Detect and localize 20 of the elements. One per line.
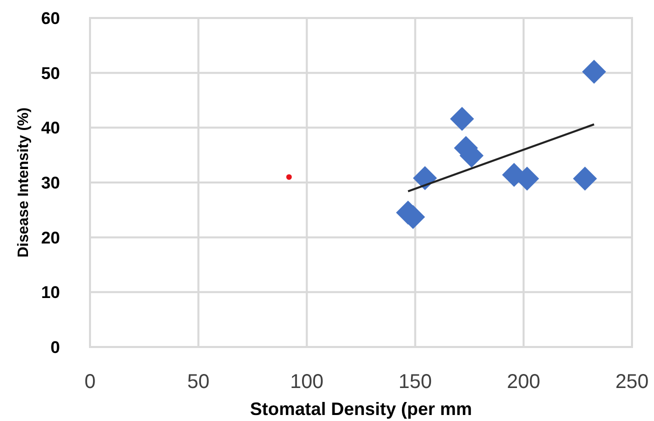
y-axis-title: Disease Intensity (%) [15,107,32,258]
y-tick-label: 0 [50,338,60,357]
x-tick-label: 150 [398,371,432,393]
point [412,166,437,190]
y-tick-label: 30 [41,174,60,192]
point [286,174,292,180]
y-tick-label: 40 [41,118,60,138]
x-axis-title: Stomatal Density (per mm [250,399,472,419]
y-tick-label: 50 [41,64,60,83]
x-tick-label: 0 [84,371,96,393]
x-tick-label: 100 [290,371,324,393]
point [572,166,597,191]
x-tick-label: 50 [187,371,210,393]
point [582,60,606,84]
y-tick-label: 20 [41,228,60,248]
y-tick-label: 10 [41,283,60,302]
point [450,106,474,131]
x-tick-label: 200 [506,371,540,393]
x-tick-label: 250 [615,371,649,393]
y-tick-label: 60 [41,9,60,28]
